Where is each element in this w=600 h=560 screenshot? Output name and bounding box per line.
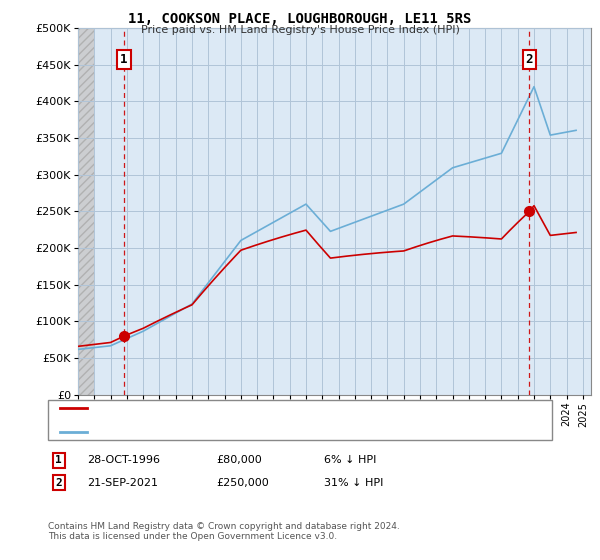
Text: 6% ↓ HPI: 6% ↓ HPI bbox=[324, 455, 376, 465]
Text: 2: 2 bbox=[55, 478, 62, 488]
Text: 11, COOKSON PLACE, LOUGHBOROUGH, LE11 5RS: 11, COOKSON PLACE, LOUGHBOROUGH, LE11 5R… bbox=[128, 12, 472, 26]
Bar bbox=[78, 28, 94, 395]
Text: Price paid vs. HM Land Registry's House Price Index (HPI): Price paid vs. HM Land Registry's House … bbox=[140, 25, 460, 35]
Text: 31% ↓ HPI: 31% ↓ HPI bbox=[324, 478, 383, 488]
Text: 1: 1 bbox=[120, 53, 128, 66]
Text: £80,000: £80,000 bbox=[216, 455, 262, 465]
Text: 28-OCT-1996: 28-OCT-1996 bbox=[87, 455, 160, 465]
Text: HPI: Average price, detached house, Charnwood: HPI: Average price, detached house, Char… bbox=[93, 427, 345, 437]
Text: £250,000: £250,000 bbox=[216, 478, 269, 488]
Text: 11, COOKSON PLACE, LOUGHBOROUGH, LE11 5RS (detached house): 11, COOKSON PLACE, LOUGHBOROUGH, LE11 5R… bbox=[93, 403, 451, 413]
Text: 1: 1 bbox=[55, 455, 62, 465]
Text: 21-SEP-2021: 21-SEP-2021 bbox=[87, 478, 158, 488]
Text: Contains HM Land Registry data © Crown copyright and database right 2024.
This d: Contains HM Land Registry data © Crown c… bbox=[48, 522, 400, 542]
Text: 2: 2 bbox=[526, 53, 533, 66]
